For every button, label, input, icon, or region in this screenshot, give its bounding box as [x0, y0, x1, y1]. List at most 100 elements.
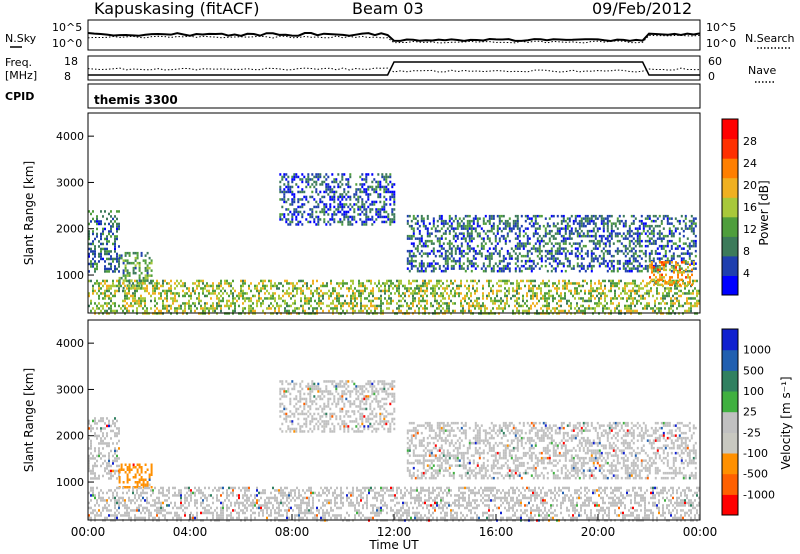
heatmap-cell	[661, 273, 663, 277]
heatmap-cell	[608, 242, 611, 245]
heatmap-cell	[106, 424, 108, 428]
heatmap-cell	[300, 299, 302, 303]
heatmap-cell	[694, 287, 696, 290]
heatmap-cell	[492, 264, 495, 268]
heatmap-cell	[345, 425, 348, 428]
heatmap-cell	[307, 392, 310, 396]
heatmap-cell	[182, 309, 184, 313]
heatmap-cell	[518, 252, 521, 255]
heatmap-cell	[552, 237, 555, 240]
heatmap-cell	[359, 218, 362, 221]
heatmap-cell	[274, 292, 276, 295]
heatmap-cell	[284, 299, 286, 303]
heatmap-cell	[100, 437, 102, 440]
heatmap-cell	[642, 224, 645, 228]
heatmap-cell	[450, 264, 453, 268]
heatmap-cell	[480, 267, 483, 270]
heatmap-cell	[432, 287, 434, 290]
heatmap-cell	[548, 284, 550, 288]
heatmap-cell	[391, 190, 394, 194]
heatmap-cell	[303, 190, 306, 194]
heatmap-cell	[292, 309, 294, 313]
heatmap-cell	[510, 247, 513, 250]
heatmap-cell	[656, 287, 658, 290]
heatmap-cell	[341, 407, 344, 411]
heatmap-cell	[381, 205, 384, 209]
heatmap-cell	[682, 252, 685, 255]
heatmap-cell	[556, 284, 558, 288]
heatmap-cell	[335, 382, 338, 386]
heatmap-cell	[286, 279, 288, 283]
heatmap-cell	[283, 193, 286, 196]
heatmap-cell	[500, 297, 502, 300]
heatmap-cell	[356, 302, 358, 305]
heatmap-cell	[554, 257, 557, 260]
heatmap-cell	[300, 289, 302, 293]
heatmap-cell	[353, 195, 356, 199]
heatmap-cell	[438, 267, 441, 270]
heatmap-cell	[146, 266, 149, 270]
heatmap-cell	[618, 239, 621, 243]
heatmap-cell	[317, 420, 320, 423]
heatmap-cell	[344, 302, 346, 305]
heatmap-cell	[618, 259, 621, 263]
heatmap-cell	[128, 251, 131, 255]
heatmap-cell	[212, 292, 214, 295]
heatmap-cell	[476, 289, 478, 293]
heatmap-cell	[656, 257, 659, 260]
heatmap-cell	[323, 405, 326, 408]
heatmap-cell	[126, 297, 128, 300]
heatmap-cell	[150, 261, 153, 265]
heatmap-cell	[331, 422, 334, 426]
heatmap-cell	[380, 294, 382, 298]
heatmap-cell	[406, 234, 409, 238]
heatmap-cell	[408, 304, 410, 308]
heatmap-cell	[350, 284, 352, 288]
heatmap-cell	[526, 217, 529, 220]
heatmap-cell	[92, 252, 94, 256]
heatmap-cell	[654, 299, 656, 303]
heatmap-cell	[329, 223, 332, 226]
heatmap-cell	[608, 279, 610, 283]
heatmap-cell	[341, 380, 344, 383]
heatmap-cell	[678, 264, 681, 268]
heatmap-cell	[578, 309, 580, 313]
heatmap-cell	[586, 232, 589, 235]
heatmap-cell	[690, 227, 693, 230]
heatmap-cell	[299, 210, 302, 214]
heatmap-cell	[294, 287, 296, 290]
heatmap-cell	[468, 284, 470, 288]
heatmap-cell	[380, 302, 382, 305]
heatmap-cell	[281, 190, 284, 194]
heatmap-cell	[508, 304, 510, 308]
heatmap-cell	[542, 239, 545, 243]
heatmap-cell	[311, 420, 314, 423]
heatmap-cell	[492, 214, 495, 218]
heatmap-cell	[365, 215, 368, 219]
heatmap-cell	[568, 309, 570, 313]
heatmap-cell	[406, 222, 409, 225]
heatmap-cell	[90, 427, 92, 430]
heatmap-cell	[304, 309, 306, 313]
heatmap-cell	[454, 262, 457, 265]
heatmap-cell	[112, 462, 114, 465]
heatmap-cell	[355, 417, 358, 421]
heatmap-cell	[315, 387, 318, 391]
heatmap-cell	[106, 240, 108, 243]
heatmap-cell	[112, 454, 114, 458]
heatmap-cell	[325, 223, 328, 226]
heatmap-cell	[584, 299, 586, 303]
heatmap-cell	[331, 198, 334, 201]
heatmap-cell	[458, 217, 461, 220]
heatmap-cell	[216, 294, 218, 298]
heatmap-cell	[361, 183, 364, 186]
heatmap-cell	[126, 259, 129, 262]
heatmap-cell	[317, 385, 320, 388]
heatmap-cell	[194, 289, 196, 293]
heatmap-cell	[616, 262, 619, 265]
heatmap-cell	[458, 257, 461, 260]
heatmap-cell	[456, 247, 459, 250]
heatmap-cell	[136, 486, 139, 489]
heatmap-cell	[670, 217, 673, 220]
heatmap-cell	[522, 299, 524, 303]
